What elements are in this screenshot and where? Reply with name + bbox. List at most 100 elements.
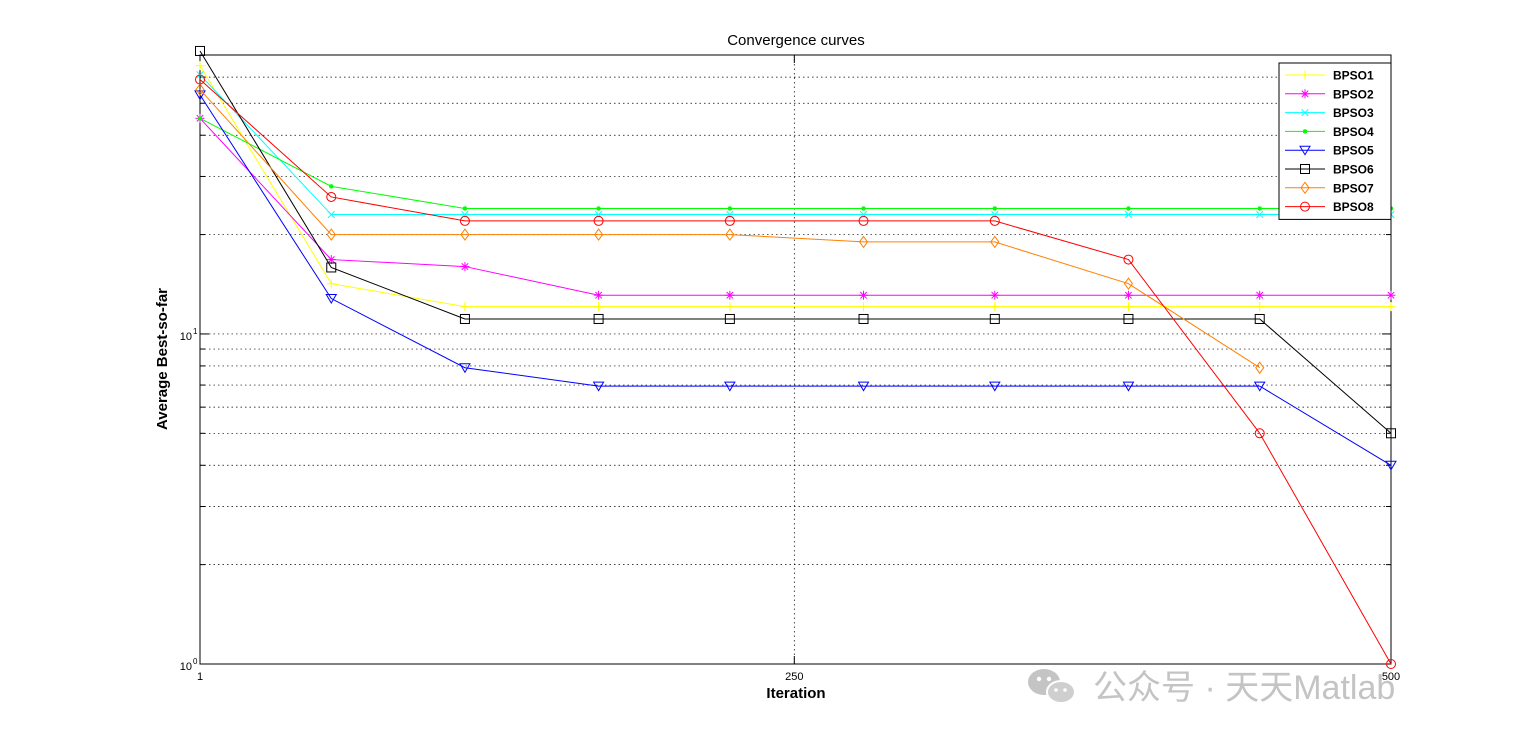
legend-label: BPSO4	[1333, 125, 1374, 139]
x-tick-label: 500	[1382, 671, 1400, 683]
legend: BPSO1 BPSO2 BPSO3 BPSO4 BPSO5 BPSO6 BPSO7 BPSO8	[1278, 62, 1392, 220]
data-point	[596, 206, 601, 211]
legend-label: BPSO2	[1333, 87, 1374, 101]
data-point	[1386, 428, 1396, 439]
series-line	[199, 94, 1392, 466]
series-bpso8	[195, 74, 1396, 669]
data-point	[990, 290, 1000, 300]
series-bpso5	[194, 90, 1397, 471]
series-line	[199, 79, 1392, 665]
plot-area	[194, 45, 1397, 669]
series-line	[199, 89, 1260, 369]
y-tick-label: 10 1	[180, 327, 198, 343]
wechat-icon	[1028, 669, 1076, 704]
legend-marker	[1300, 181, 1310, 195]
y-tick-exponent: 0	[193, 657, 198, 666]
data-point	[723, 381, 736, 392]
data-point	[593, 228, 604, 241]
data-point	[859, 302, 869, 312]
data-point	[859, 290, 869, 300]
y-tick-base: 10	[180, 661, 192, 673]
chart-title: Convergence curves	[727, 32, 865, 49]
legend-marker	[1299, 145, 1311, 156]
series-layer	[194, 45, 1397, 669]
legend-marker	[1300, 89, 1310, 99]
legend-label: BPSO3	[1333, 106, 1374, 120]
data-point	[195, 61, 205, 71]
legend-item: BPSO2	[1285, 87, 1374, 101]
data-point	[1123, 290, 1133, 300]
data-point	[195, 45, 205, 56]
data-point	[1123, 313, 1134, 324]
y-tick-exponent: 1	[193, 327, 198, 336]
data-point	[724, 215, 735, 226]
legend-marker	[1300, 164, 1310, 174]
legend-item: BPSO3	[1285, 106, 1374, 120]
data-point	[593, 313, 604, 324]
series-bpso6	[195, 45, 1396, 439]
legend-marker	[1302, 129, 1308, 134]
data-point	[195, 74, 205, 85]
series-bpso7	[195, 83, 1265, 375]
data-point	[857, 381, 870, 392]
y-tick-label: 10 0	[180, 657, 198, 673]
series-bpso2	[195, 113, 1396, 300]
data-point	[197, 116, 203, 121]
data-point	[195, 83, 205, 96]
y-tick-base: 10	[180, 331, 192, 343]
legend-marker	[1301, 108, 1309, 117]
data-point	[725, 302, 735, 312]
data-point	[990, 235, 1000, 249]
x-axis-label: Iteration	[766, 685, 825, 702]
legend-item: BPSO5	[1285, 144, 1374, 158]
data-point	[1257, 206, 1262, 211]
data-point	[989, 313, 1000, 324]
legend-marker	[1300, 201, 1310, 212]
data-point	[988, 381, 1001, 392]
data-point	[327, 210, 335, 219]
data-point	[725, 228, 735, 241]
data-point	[1124, 210, 1133, 219]
legend-label: BPSO5	[1333, 144, 1374, 158]
data-point	[326, 191, 337, 202]
data-point	[194, 90, 206, 101]
data-point	[990, 302, 1000, 312]
data-point	[727, 206, 733, 211]
data-point	[1386, 302, 1396, 312]
data-point	[459, 215, 470, 226]
legend-label: BPSO7	[1333, 181, 1374, 195]
data-point	[1122, 381, 1135, 392]
data-point	[1255, 302, 1265, 312]
y-axis-label: Average Best-so-far	[154, 288, 171, 430]
data-point	[329, 184, 334, 189]
data-point	[858, 313, 869, 324]
data-point	[326, 228, 336, 241]
data-point	[861, 206, 866, 211]
watermark-text: 公众号 · 天天Matlab	[1093, 669, 1395, 707]
data-point	[1254, 313, 1265, 324]
legend-item: BPSO4	[1285, 125, 1374, 139]
series-line	[199, 117, 1391, 209]
series-line	[199, 117, 1391, 296]
data-point	[1255, 361, 1265, 375]
data-point	[1386, 659, 1396, 669]
data-point	[460, 302, 470, 312]
x-tick-label: 1	[197, 671, 203, 683]
data-point	[460, 262, 470, 272]
legend-item: BPSO6	[1285, 163, 1374, 177]
legend-label: BPSO1	[1333, 69, 1374, 83]
data-point	[325, 294, 338, 305]
series-line	[199, 50, 1392, 434]
watermark: 公众号 · 天天Matlab	[1028, 669, 1395, 707]
legend-marker	[1300, 70, 1310, 80]
data-point	[326, 279, 336, 289]
data-point	[724, 313, 735, 324]
data-point	[989, 215, 1000, 226]
x-tick-labels: 1 250 500	[197, 671, 1400, 683]
data-point	[592, 381, 605, 392]
data-point	[594, 290, 604, 300]
data-point	[460, 228, 470, 241]
data-point	[1126, 206, 1131, 211]
